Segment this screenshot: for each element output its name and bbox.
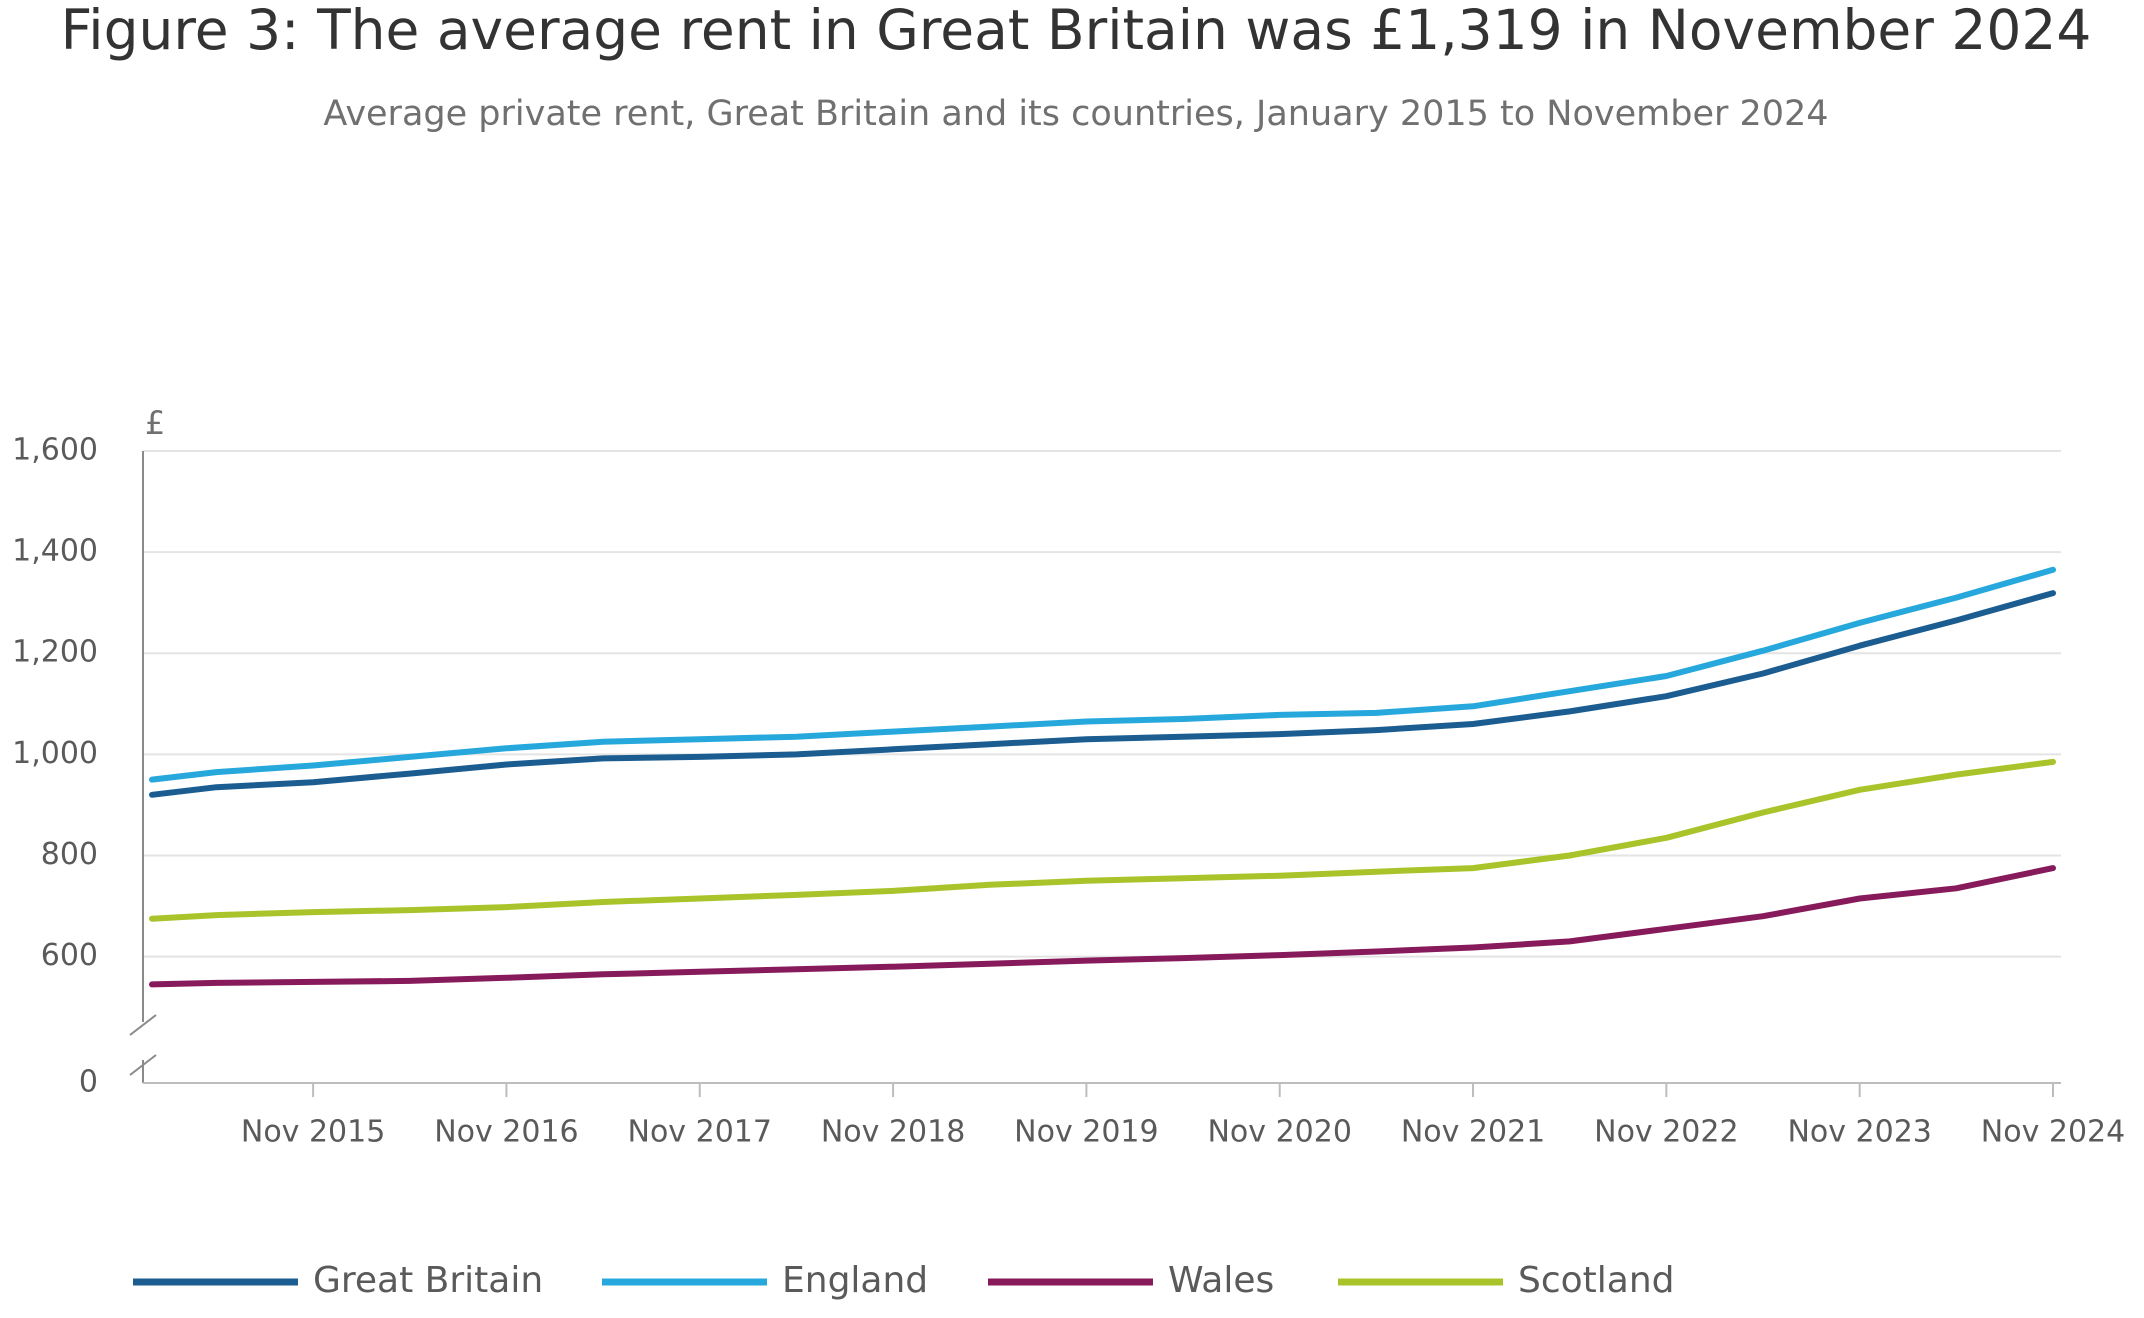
axis-break (129, 1054, 157, 1076)
x-tick-label: Nov 2017 (628, 1115, 772, 1150)
y-tick-label: 1,200 (12, 635, 98, 670)
x-tick-label: Nov 2022 (1594, 1115, 1738, 1150)
x-tick-label: Nov 2023 (1787, 1115, 1931, 1150)
x-tick-label: Nov 2021 (1401, 1115, 1545, 1150)
x-tick-label: Nov 2019 (1014, 1115, 1158, 1150)
chart-subtitle: Average private rent, Great Britain and … (323, 94, 1828, 134)
axis-break (129, 1014, 157, 1036)
x-tick-label: Nov 2016 (434, 1115, 578, 1150)
chart-title: Figure 3: The average rent in Great Brit… (61, 0, 2092, 62)
y-tick-label: 800 (41, 837, 98, 872)
legend-label: Great Britain (313, 1260, 543, 1301)
y-tick-label: 0 (79, 1065, 98, 1100)
x-tick-label: Nov 2015 (241, 1115, 385, 1150)
x-tick-label: Nov 2020 (1207, 1115, 1351, 1150)
legend-label: England (782, 1260, 928, 1301)
series-line (149, 566, 2056, 783)
y-axis-unit: £ (145, 404, 165, 442)
y-tick-label: 600 (41, 938, 98, 973)
y-tick-label: 1,400 (12, 534, 98, 569)
series-line (149, 590, 2056, 798)
series-line (149, 865, 2056, 988)
y-tick-label: 1,600 (12, 433, 98, 468)
y-tick-label: 1,000 (12, 736, 98, 771)
legend-label: Scotland (1518, 1260, 1675, 1301)
legend-label: Wales (1168, 1260, 1274, 1301)
series-line (149, 758, 2056, 922)
x-tick-label: Nov 2024 (1981, 1115, 2125, 1150)
x-tick-label: Nov 2018 (821, 1115, 965, 1150)
